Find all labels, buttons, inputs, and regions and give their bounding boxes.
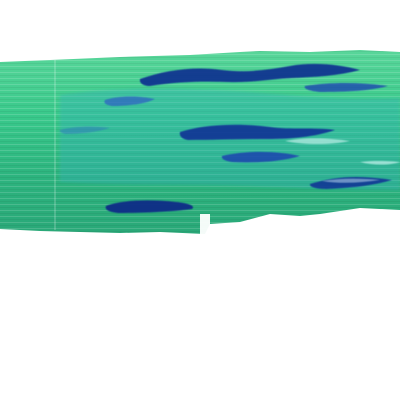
streak-1 [139,63,360,86]
streak-7 [105,200,194,213]
highlight-1 [285,138,350,144]
bottom-gap [200,214,210,236]
streak-2 [104,96,155,106]
left-seam [54,60,56,230]
streak-5 [221,151,300,163]
highlight-2 [360,160,400,165]
highlight-3 [322,178,380,183]
streak-8 [59,126,110,134]
streak-4 [179,124,335,140]
highlights [285,138,400,183]
streak-3 [304,83,388,92]
